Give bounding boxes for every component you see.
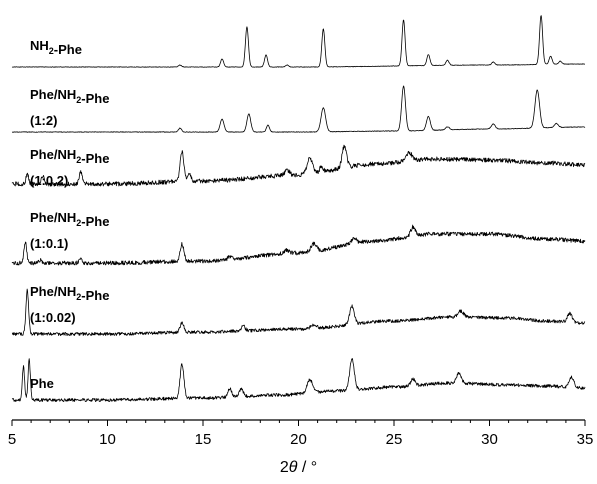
trace-nh2-phe [11,15,586,68]
series-label-phe: Phe [30,376,54,391]
series-label-phe-nh2-phe-1-0-1: Phe/NH2-Phe [30,210,109,229]
x-tick-label-20: 20 [290,431,307,448]
x-tick-label-25: 25 [386,431,403,448]
x-tick-label-10: 10 [99,431,116,448]
x-tick-label-35: 35 [577,431,594,448]
x-axis-title: 2θ / ° [280,459,317,476]
trace-layer [11,15,586,402]
trace-phe-nh2-phe-1-0-1 [11,224,586,266]
series-label-layer: NH2-Phe Phe/NH2-Phe (1:2) Phe/NH2-Phe (1:0.2… [30,38,109,391]
series-label-phe-nh2-phe-1-0-02: Phe/NH2-Phe [30,284,109,303]
series-label-phe-nh2-phe-1-0-1-line-2: (1:0.1) [30,236,68,251]
series-label-phe-nh2-phe-1-0-02-line-2: (1:0.02) [30,310,76,325]
trace-phe-nh2-phe-1-0-2 [11,144,586,187]
series-label-phe-nh2-phe-1-2: Phe/NH2-Phe [30,87,109,106]
series-label-phe-nh2-phe-1-0-2-line-2: (1:0.2) [30,173,68,188]
series-label-phe-nh2-phe-1-0-2: Phe/NH2-Phe [30,147,109,166]
trace-phe-nh2-phe-1-2 [11,85,586,133]
series-label-nh2-phe: NH2-Phe [30,38,82,57]
x-tick-label-15: 15 [195,431,212,448]
trace-phe [11,358,586,402]
x-tick-label-5: 5 [8,431,16,448]
series-label-phe-nh2-phe-1-2-line-2: (1:2) [30,113,57,128]
trace-phe-nh2-phe-1-0-02 [11,288,586,336]
x-tick-label-30: 30 [481,431,498,448]
x-axis-ticks: 5 10 15 20 25 30 35 [8,420,594,448]
